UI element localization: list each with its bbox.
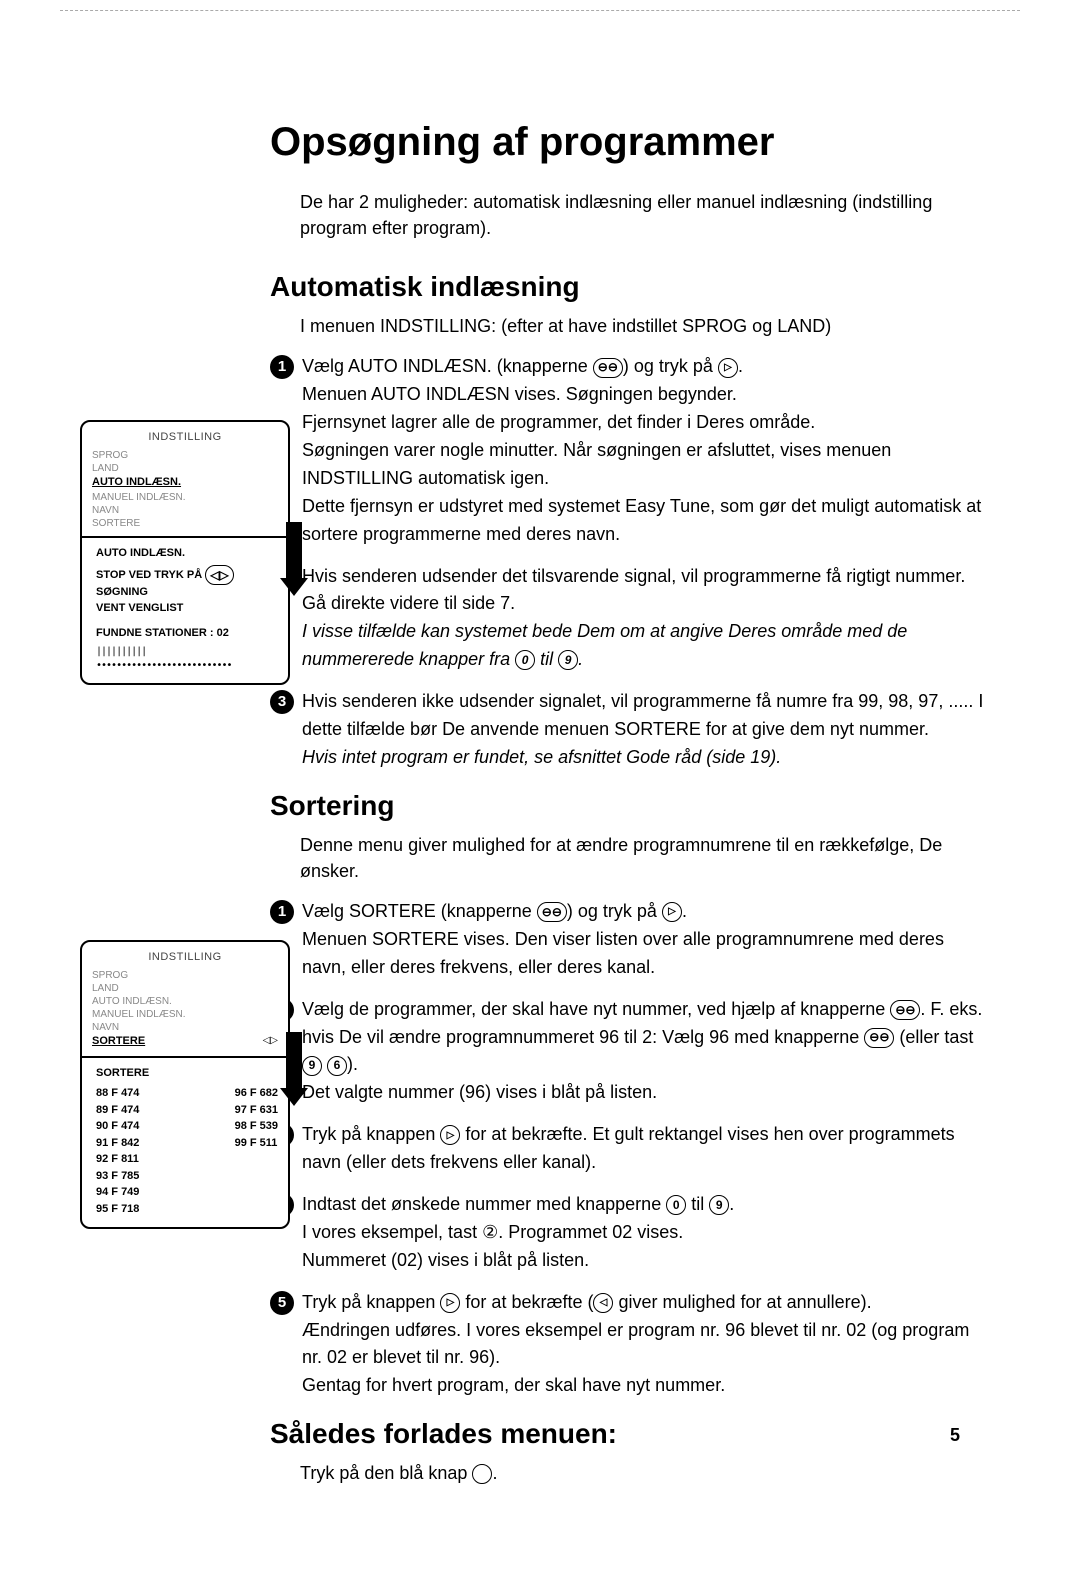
- sidebar1-faded-bottom: MANUEL INDLÆSN. NAVN SORTERE: [92, 491, 278, 530]
- auto-step-3: 3 Hvis senderen ikke udsender signalet, …: [270, 688, 990, 772]
- auto-step-2: 2 Hvis senderen udsender det tilsvarende…: [270, 563, 990, 675]
- table-row: 97 F 631: [235, 1102, 278, 1119]
- table-row: 92 F 811: [96, 1151, 139, 1168]
- sort-step-2-text: Det valgte nummer (96) vises i blåt på l…: [302, 1079, 990, 1107]
- num9-icon: 9: [709, 1195, 729, 1215]
- auto-step-2-italic: I visse tilfælde kan systemet bede Dem o…: [302, 618, 990, 674]
- sidebar2-sub-hdr: SORTERE: [96, 1066, 278, 1081]
- sidebar2-title: INDSTILLING: [92, 950, 278, 965]
- sidebar1-line3: VENT VENGLIST: [96, 601, 278, 616]
- auto-step-1-text: Menuen AUTO INDLÆSN vises. Søgningen beg…: [302, 381, 990, 548]
- sort-step-2-body: Vælg de programmer, der skal have nyt nu…: [302, 996, 990, 1108]
- sidebar2-highlight-row: SORTERE ◁▷: [92, 1034, 278, 1049]
- page-number: 5: [950, 1425, 960, 1446]
- sidebar2-col2: 96 F 682 97 F 631 98 F 539 99 F 511: [235, 1085, 278, 1217]
- sidebar1-highlight: AUTO INDLÆSN.: [92, 475, 278, 490]
- num9-icon: 9: [558, 650, 578, 670]
- num0-icon: 0: [515, 650, 535, 670]
- sidebar2-col1: 88 F 474 89 F 474 90 F 474 91 F 842 92 F…: [96, 1085, 139, 1217]
- num9-icon: 9: [302, 1056, 322, 1076]
- table-row: 89 F 474: [96, 1102, 139, 1119]
- sort-step-4-text: I vores eksempel, tast ②. Programmet 02 …: [302, 1219, 734, 1275]
- bullet-1-icon: 1: [270, 355, 294, 379]
- play-icon: [718, 358, 738, 378]
- back-icon: [593, 1293, 613, 1313]
- main-column: Opsøgning af programmer De har 2 mulighe…: [270, 120, 990, 1486]
- sort-step-5-body: Tryk på knappen for at bekræfte ( giver …: [302, 1289, 990, 1401]
- bullet-3-icon: 3: [270, 690, 294, 714]
- table-row: 96 F 682: [235, 1085, 278, 1102]
- heading-sort: Sortering: [270, 790, 990, 822]
- play-icon: [440, 1125, 460, 1145]
- sidebar2-arrow-icon: [286, 1032, 302, 1092]
- auto-step-1-body: Vælg AUTO INDLÆSN. (knapperne ⊖⊖) og try…: [302, 353, 990, 548]
- sort-step-1: 1 Vælg SORTERE (knapperne ⊖⊖) og tryk på…: [270, 898, 990, 982]
- auto-step-3-italic: Hvis intet program er fundet, se afsnitt…: [302, 744, 990, 772]
- sidebar1-title: INDSTILLING: [92, 430, 278, 445]
- sidebar1-progress: ||||||||||•••••••••••••••••••••••••••: [96, 645, 278, 673]
- table-row: 99 F 511: [235, 1135, 278, 1152]
- sidebar-sortere: INDSTILLING SPROG LAND AUTO INDLÆSN. MAN…: [80, 940, 290, 1229]
- bullet-1-icon: 1: [270, 900, 294, 924]
- sort-step-5-text: Ændringen udføres. I vores eksempel er p…: [302, 1317, 990, 1401]
- sidebar1-submenu: AUTO INDLÆSN. STOP VED TRYK PÅ ◁▷ SØGNIN…: [82, 536, 288, 684]
- table-row: 95 F 718: [96, 1201, 139, 1218]
- auto-step-2-body: Hvis senderen udsender det tilsvarende s…: [302, 563, 990, 675]
- sort-step-4: 4 Indtast det ønskede nummer med knapper…: [270, 1191, 990, 1275]
- table-row: 98 F 539: [235, 1118, 278, 1135]
- sort-step-5: 5 Tryk på knappen for at bekræfte ( give…: [270, 1289, 990, 1401]
- num0-icon: 0: [666, 1195, 686, 1215]
- table-row: 90 F 474: [96, 1118, 139, 1135]
- play-icon: [440, 1293, 460, 1313]
- updown-icon: ⊖⊖: [864, 1028, 894, 1048]
- sidebar2-table: 88 F 474 89 F 474 90 F 474 91 F 842 92 F…: [96, 1085, 278, 1217]
- sort-step-1-text: Menuen SORTERE vises. Den viser listen o…: [302, 926, 990, 982]
- table-row: 94 F 749: [96, 1184, 139, 1201]
- sidebar-auto-indlaesn: INDSTILLING SPROG LAND AUTO INDLÆSN. MAN…: [80, 420, 290, 685]
- sort-step-1-body: Vælg SORTERE (knapperne ⊖⊖) og tryk på .…: [302, 898, 990, 982]
- auto-lead: I menuen INDSTILLING: (efter at have ind…: [300, 313, 990, 339]
- updown-icon: ⊖⊖: [890, 1000, 920, 1020]
- bullet-5-icon: 5: [270, 1291, 294, 1315]
- sidebar1-sub-hdr: AUTO INDLÆSN.: [96, 546, 278, 561]
- table-row: 91 F 842: [96, 1135, 139, 1152]
- updown-icon: ⊖⊖: [537, 902, 567, 922]
- table-row: 93 F 785: [96, 1168, 139, 1185]
- sidebar1-found: FUNDNE STATIONER : 02: [96, 626, 278, 641]
- sort-step-4-body: Indtast det ønskede nummer med knapperne…: [302, 1191, 734, 1275]
- num6-icon: 6: [327, 1056, 347, 1076]
- heading-exit: Således forlades menuen:: [270, 1418, 990, 1450]
- sidebar1-line1: STOP VED TRYK PÅ ◁▷: [96, 565, 278, 585]
- sort-step-3: 3 Tryk på knappen for at bekræfte. Et gu…: [270, 1121, 990, 1177]
- page-title: Opsøgning af programmer: [270, 120, 990, 165]
- sort-step-2: 2 Vælg de programmer, der skal have nyt …: [270, 996, 990, 1108]
- stop-buttons-icon: ◁▷: [205, 565, 233, 585]
- blue-button-icon: [472, 1464, 492, 1484]
- sidebar2-faded: SPROG LAND AUTO INDLÆSN. MANUEL INDLÆSN.…: [92, 969, 278, 1034]
- exit-text: Tryk på den blå knap .: [300, 1460, 990, 1486]
- auto-step-3-body: Hvis senderen ikke udsender signalet, vi…: [302, 688, 990, 772]
- sidebar1-arrow-icon: [286, 522, 302, 582]
- sort-lead: Denne menu giver mulighed for at ændre p…: [300, 832, 990, 884]
- sidebar1-line2: SØGNING: [96, 585, 278, 600]
- top-rule: [60, 10, 1020, 11]
- intro-text: De har 2 muligheder: automatisk indlæsni…: [300, 189, 990, 241]
- table-row: 88 F 474: [96, 1085, 139, 1102]
- sidebar2-nav-icon: ◁▷: [263, 1034, 278, 1048]
- play-icon: [662, 902, 682, 922]
- sidebar1-faded-top: SPROG LAND: [92, 449, 278, 475]
- sidebar2-submenu: SORTERE 88 F 474 89 F 474 90 F 474 91 F …: [82, 1056, 288, 1227]
- heading-auto: Automatisk indlæsning: [270, 271, 990, 303]
- page: INDSTILLING SPROG LAND AUTO INDLÆSN. MAN…: [60, 120, 1020, 1486]
- sort-step-3-body: Tryk på knappen for at bekræfte. Et gult…: [302, 1121, 990, 1177]
- updown-icon: ⊖⊖: [593, 358, 623, 378]
- auto-step-1: 1 Vælg AUTO INDLÆSN. (knapperne ⊖⊖) og t…: [270, 353, 990, 548]
